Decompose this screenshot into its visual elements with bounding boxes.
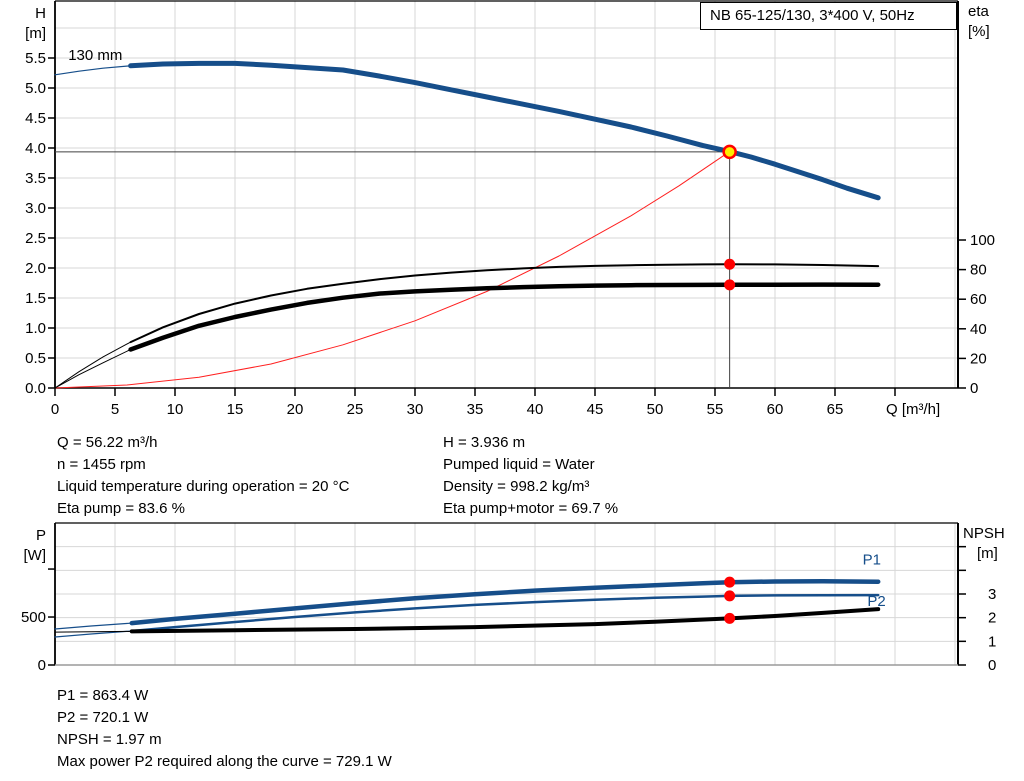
y-left-axis-title: P	[36, 527, 46, 544]
p2-curve	[130, 593, 880, 633]
duty-info-line-eta-pump: Eta pump = 83.6 %	[57, 500, 185, 517]
eta-pump-duty-marker	[724, 258, 736, 270]
y-right-axis-title: eta	[968, 3, 990, 20]
duty-info-left: Q = 56.22 m³/h n = 1455 rpm Liquid tempe…	[57, 432, 349, 520]
x-axis-title: Q [m³/h]	[886, 401, 940, 418]
eta-pump-curve	[129, 263, 880, 344]
eta-pump-curve-thin	[54, 341, 132, 389]
system-curve-curve	[54, 151, 731, 389]
x-tick-label: 55	[707, 401, 724, 418]
y-right-axis-unit: [%]	[968, 23, 990, 40]
y-right-tick-label: 60	[970, 291, 987, 308]
duty-info-right: H = 3.936 m Pumped liquid = Water Densit…	[443, 432, 618, 520]
y-right-tick-label: 3	[988, 586, 996, 603]
y-left-tick-label: 2.0	[25, 260, 46, 277]
p1-curve	[129, 579, 881, 626]
p1-duty-marker	[724, 576, 736, 588]
y-left-axis-unit: [m]	[25, 25, 46, 42]
x-tick-label: 25	[347, 401, 364, 418]
y-left-axis-unit: [W]	[24, 547, 47, 564]
y-left-tick-label: 5.0	[25, 80, 46, 97]
duty-info-line-density: Density = 998.2 kg/m³	[443, 478, 590, 495]
result-line-npsh: NPSH = 1.97 m	[57, 731, 162, 748]
x-tick-label: 10	[167, 401, 184, 418]
duty-info-line-eta-total: Eta pump+motor = 69.7 %	[443, 500, 619, 517]
y-left-axis-title: H	[35, 5, 46, 22]
y-left-tick-label: 4.5	[25, 110, 46, 127]
duty-info-line-temp: Liquid temperature during operation = 20…	[57, 478, 350, 495]
x-tick-label: 0	[51, 401, 59, 418]
y-left-tick-label: 0.0	[25, 380, 46, 397]
y-left-tick-label: 3.5	[25, 170, 46, 187]
duty-point-marker[interactable]	[722, 144, 737, 160]
x-tick-label: 60	[767, 401, 784, 418]
p1-label: P1	[863, 551, 881, 568]
eta-pump-motor-duty-marker	[724, 279, 736, 291]
x-tick-label: 40	[527, 401, 544, 418]
p1-curve-thin	[54, 622, 133, 630]
y-left-tick-label: 4.0	[25, 140, 46, 157]
y-left-tick-label: 1.0	[25, 320, 46, 337]
result-info: P1 = 863.4 W P2 = 720.1 W NPSH = 1.97 m …	[57, 685, 392, 773]
p2-label: P2	[867, 593, 885, 610]
x-tick-label: 20	[287, 401, 304, 418]
y-left-tick-label: 3.0	[25, 200, 46, 217]
y-left-tick-label: 0	[38, 657, 46, 674]
y-right-tick-label: 1	[988, 633, 996, 650]
y-right-axis-title: NPSH	[963, 525, 1005, 542]
y-right-axis-unit: [m]	[977, 545, 998, 562]
y-left-tick-label: 5.5	[25, 50, 46, 67]
duty-info-line-q: Q = 56.22 m³/h	[57, 434, 158, 451]
y-right-tick-label: 0	[988, 657, 996, 674]
qh-130mm-curve	[128, 60, 881, 201]
result-line-maxpower: Max power P2 required along the curve = …	[57, 753, 392, 770]
npsh-curve	[129, 607, 881, 634]
y-right-tick-label: 40	[970, 321, 987, 338]
duty-info-line-n: n = 1455 rpm	[57, 456, 146, 473]
x-tick-label: 45	[587, 401, 604, 418]
y-right-tick-label: 100	[970, 232, 995, 249]
duty-info-line-h: H = 3.936 m	[443, 434, 526, 451]
y-right-tick-label: 0	[970, 380, 978, 397]
eta-pump-motor-curve	[128, 282, 881, 352]
qh-130mm-curve-thin	[54, 65, 132, 76]
result-line-p1: P1 = 863.4 W	[57, 687, 149, 704]
eta-pump-motor-curve-thin	[54, 349, 132, 389]
npsh-curve-thin	[54, 630, 133, 633]
x-tick-label: 30	[407, 401, 424, 418]
x-tick-label: 65	[827, 401, 844, 418]
130-mm-label: 130 mm	[68, 47, 122, 64]
y-left-tick-label: 0.5	[25, 350, 46, 367]
pump-title-box: NB 65-125/130, 3*400 V, 50Hz	[700, 2, 957, 30]
x-tick-label: 15	[227, 401, 244, 418]
npsh-duty-marker	[724, 612, 736, 624]
y-left-tick-label: 1.5	[25, 290, 46, 307]
y-right-tick-label: 2	[988, 610, 996, 627]
result-line-p2: P2 = 720.1 W	[57, 709, 149, 726]
x-tick-label: 5	[111, 401, 119, 418]
p2-duty-marker	[724, 590, 736, 602]
y-left-tick-label: 2.5	[25, 230, 46, 247]
x-tick-label: 35	[467, 401, 484, 418]
duty-info-line-liquid: Pumped liquid = Water	[443, 456, 595, 473]
y-left-tick-label: 500	[21, 609, 46, 626]
x-tick-label: 50	[647, 401, 664, 418]
y-right-tick-label: 20	[970, 350, 987, 367]
y-right-tick-label: 80	[970, 262, 987, 279]
